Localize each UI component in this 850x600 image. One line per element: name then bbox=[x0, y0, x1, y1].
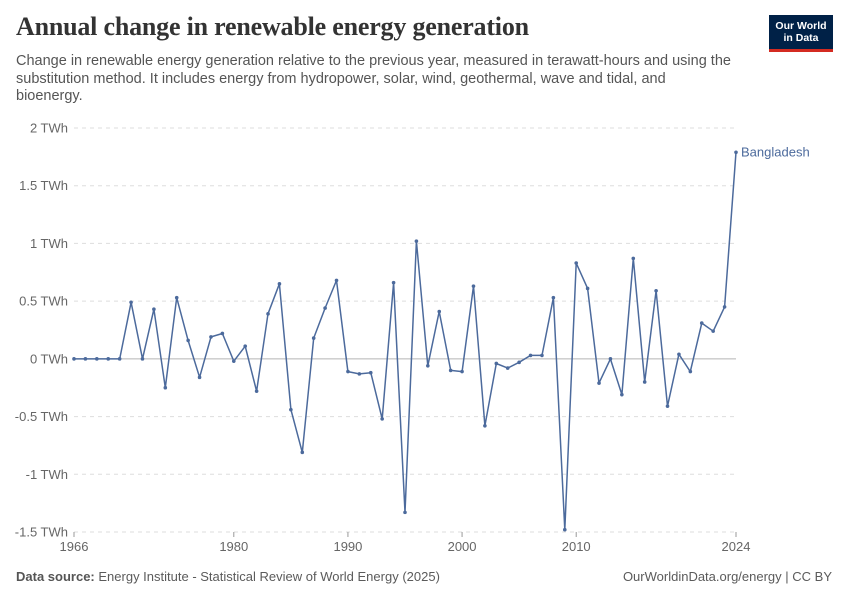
data-point bbox=[163, 385, 168, 390]
x-tick-label: 1980 bbox=[219, 539, 248, 554]
data-point bbox=[483, 424, 487, 428]
data-point bbox=[437, 309, 442, 314]
data-point bbox=[346, 369, 350, 374]
data-point bbox=[448, 368, 453, 373]
series-layer: Bangladesh bbox=[72, 145, 810, 532]
x-tick-label: 2010 bbox=[562, 539, 591, 554]
x-tick-label: 1990 bbox=[333, 539, 362, 554]
data-point bbox=[243, 344, 248, 348]
logo-line-2: in Data bbox=[783, 32, 819, 44]
data-point bbox=[368, 370, 373, 375]
data-point bbox=[688, 369, 693, 374]
data-point bbox=[197, 375, 202, 380]
data-point bbox=[209, 335, 213, 339]
x-tick-label: 2024 bbox=[722, 539, 751, 554]
data-point bbox=[334, 278, 339, 283]
owid-logo[interactable]: Our World in Data bbox=[769, 15, 833, 52]
y-tick-label: -1.5 TWh bbox=[15, 525, 68, 540]
data-point bbox=[277, 282, 282, 286]
data-point bbox=[665, 404, 670, 408]
data-point bbox=[117, 357, 122, 361]
data-point bbox=[551, 295, 556, 300]
y-tick-label: 0.5 TWh bbox=[19, 294, 68, 309]
data-source-text[interactable]: Energy Institute - Statistical Review of… bbox=[98, 569, 440, 584]
data-point bbox=[140, 357, 145, 361]
data-point bbox=[220, 331, 225, 336]
series-label: Bangladesh bbox=[741, 145, 810, 160]
data-point bbox=[471, 284, 476, 288]
grid-lines bbox=[74, 127, 736, 533]
x-tick-label: 2000 bbox=[448, 539, 477, 554]
chart-subtitle: Change in renewable energy generation re… bbox=[16, 53, 731, 104]
data-point bbox=[289, 407, 293, 412]
data-source-label: Data source: bbox=[16, 569, 95, 584]
data-point bbox=[357, 372, 362, 376]
data-point bbox=[597, 381, 601, 385]
data-point bbox=[460, 369, 464, 374]
data-point bbox=[505, 366, 510, 370]
data-point bbox=[562, 527, 567, 532]
data-point bbox=[186, 338, 190, 343]
data-point bbox=[631, 256, 636, 261]
data-point bbox=[608, 357, 613, 361]
data-point bbox=[95, 357, 99, 361]
data-point bbox=[403, 510, 407, 515]
data-point bbox=[540, 353, 544, 358]
data-point bbox=[323, 306, 327, 310]
data-point bbox=[699, 321, 704, 325]
data-point bbox=[266, 312, 270, 316]
data-point bbox=[734, 150, 738, 155]
data-point bbox=[585, 286, 590, 291]
data-point bbox=[711, 329, 715, 333]
y-tick-label: 1 TWh bbox=[30, 236, 68, 251]
data-point bbox=[677, 352, 681, 357]
series-line-bangladesh bbox=[74, 152, 737, 531]
data-point bbox=[174, 295, 179, 300]
logo-line-1: Our World bbox=[775, 20, 827, 32]
data-point bbox=[106, 357, 111, 361]
data-point bbox=[300, 450, 305, 455]
data-point bbox=[722, 305, 727, 309]
y-tick-label: -0.5 TWh bbox=[15, 409, 68, 424]
y-tick-label: -1 TWh bbox=[26, 467, 68, 482]
data-point bbox=[72, 357, 76, 361]
data-point bbox=[311, 336, 316, 340]
data-point bbox=[517, 360, 521, 365]
data-point bbox=[494, 361, 499, 366]
y-tick-label: 1.5 TWh bbox=[19, 178, 68, 193]
data-point bbox=[231, 359, 236, 363]
x-tick-label: 1966 bbox=[60, 539, 89, 554]
data-point bbox=[528, 353, 533, 358]
data-point bbox=[642, 380, 647, 384]
data-point bbox=[83, 357, 88, 361]
data-point bbox=[414, 239, 419, 243]
data-source: Data source: Energy Institute - Statisti… bbox=[16, 569, 440, 584]
data-point bbox=[574, 261, 579, 265]
y-axis-ticks: 2 TWh 1.5 TWh 1 TWh 0.5 TWh 0 TWh -0.5 TWh -1 … bbox=[15, 121, 68, 540]
x-axis-ticks: 1966 1980 1990 2000 2010 2024 bbox=[60, 532, 751, 554]
data-point bbox=[254, 389, 259, 393]
data-point bbox=[129, 300, 133, 305]
footer-url[interactable]: OurWorldinData.org/energy | CC BY bbox=[622, 569, 832, 584]
data-point bbox=[380, 417, 384, 421]
data-point bbox=[620, 392, 624, 397]
data-point bbox=[152, 307, 156, 312]
data-point bbox=[654, 288, 658, 293]
data-point bbox=[426, 363, 430, 368]
y-tick-label: 2 TWh bbox=[30, 121, 68, 136]
data-point bbox=[391, 280, 396, 285]
chart-title: Annual change in renewable energy genera… bbox=[16, 12, 529, 41]
y-tick-label: 0 TWh bbox=[30, 351, 68, 366]
